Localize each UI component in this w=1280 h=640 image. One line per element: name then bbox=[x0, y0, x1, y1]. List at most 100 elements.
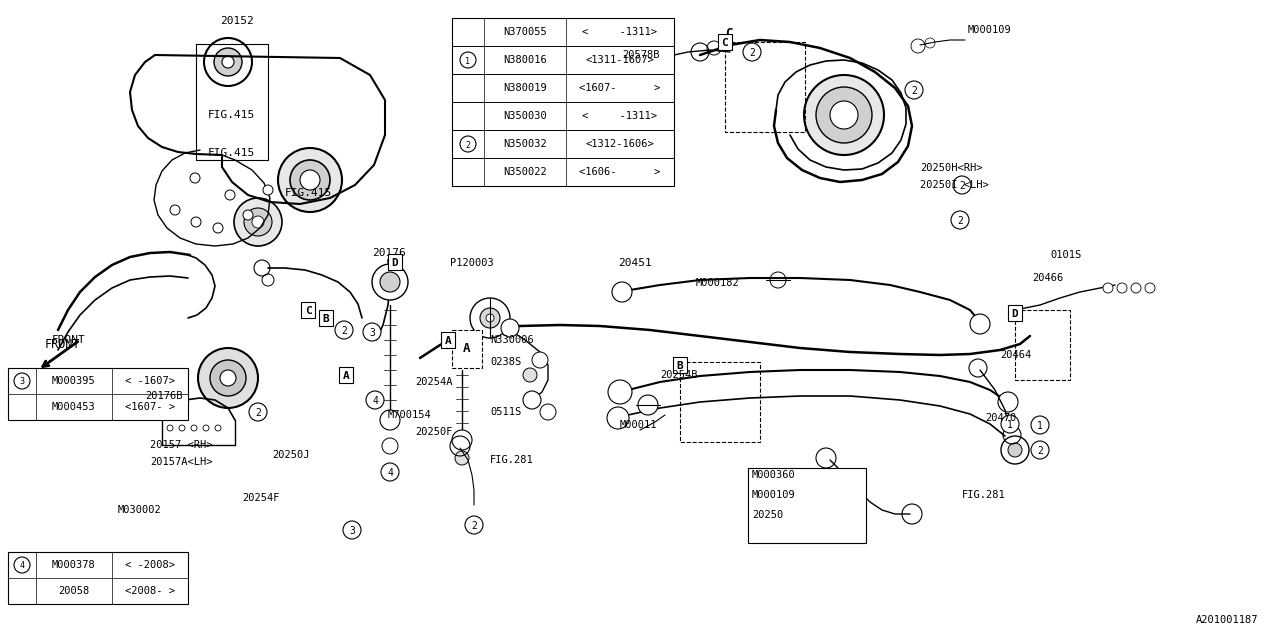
Text: A: A bbox=[343, 371, 349, 381]
Circle shape bbox=[480, 308, 500, 328]
Circle shape bbox=[817, 87, 872, 143]
Text: N380016: N380016 bbox=[503, 55, 547, 65]
Circle shape bbox=[189, 173, 200, 183]
Circle shape bbox=[214, 48, 242, 76]
Circle shape bbox=[191, 425, 197, 431]
Text: B: B bbox=[677, 361, 684, 371]
Bar bbox=[1009, 305, 1021, 321]
Text: 20464: 20464 bbox=[1000, 350, 1032, 360]
Circle shape bbox=[524, 391, 541, 409]
Text: 3: 3 bbox=[19, 378, 24, 387]
Circle shape bbox=[210, 360, 246, 396]
Circle shape bbox=[1030, 441, 1050, 459]
Circle shape bbox=[1030, 416, 1050, 434]
Text: N350032: N350032 bbox=[503, 139, 547, 149]
Text: 4: 4 bbox=[387, 468, 393, 478]
Bar bbox=[452, 18, 675, 186]
Circle shape bbox=[243, 210, 253, 220]
Text: FRONT: FRONT bbox=[52, 335, 86, 345]
Text: M030002: M030002 bbox=[118, 505, 161, 515]
Text: D: D bbox=[1011, 309, 1019, 319]
Circle shape bbox=[250, 403, 268, 421]
Text: 1: 1 bbox=[1007, 420, 1012, 430]
Circle shape bbox=[637, 48, 662, 72]
Text: FIG.281: FIG.281 bbox=[963, 490, 1006, 500]
Bar bbox=[301, 302, 315, 318]
Circle shape bbox=[804, 75, 884, 155]
Circle shape bbox=[652, 48, 666, 62]
Circle shape bbox=[486, 314, 494, 322]
Circle shape bbox=[460, 136, 476, 152]
Text: M000109: M000109 bbox=[753, 490, 796, 500]
Bar bbox=[673, 357, 687, 373]
Text: M000360: M000360 bbox=[753, 470, 796, 480]
Text: 1: 1 bbox=[466, 56, 471, 65]
Text: 20254F: 20254F bbox=[242, 493, 279, 503]
Circle shape bbox=[225, 190, 236, 200]
Circle shape bbox=[335, 321, 353, 339]
Text: 3: 3 bbox=[369, 328, 375, 338]
Text: 20176B: 20176B bbox=[145, 391, 183, 401]
Circle shape bbox=[343, 521, 361, 539]
Circle shape bbox=[1001, 415, 1019, 433]
Circle shape bbox=[221, 56, 234, 68]
Text: 20152: 20152 bbox=[220, 16, 253, 26]
Text: <     -1311>: < -1311> bbox=[582, 111, 658, 121]
Ellipse shape bbox=[164, 392, 186, 404]
Bar bbox=[680, 362, 760, 442]
Text: B: B bbox=[323, 314, 329, 324]
Text: 20157A<LH>: 20157A<LH> bbox=[150, 457, 212, 467]
Text: A: A bbox=[444, 336, 452, 346]
Text: 20250F: 20250F bbox=[415, 427, 453, 437]
Text: FIG.281: FIG.281 bbox=[490, 455, 534, 465]
Circle shape bbox=[234, 198, 282, 246]
Circle shape bbox=[244, 208, 273, 236]
Text: A201001187: A201001187 bbox=[1196, 615, 1258, 625]
Circle shape bbox=[291, 160, 330, 200]
Text: 20157 <RH>: 20157 <RH> bbox=[150, 440, 212, 450]
Circle shape bbox=[170, 205, 180, 215]
Circle shape bbox=[380, 272, 399, 292]
Text: < -1607>: < -1607> bbox=[125, 376, 175, 386]
Circle shape bbox=[954, 176, 972, 194]
Bar bbox=[388, 254, 402, 270]
Circle shape bbox=[1146, 283, 1155, 293]
Bar bbox=[718, 34, 732, 50]
Text: 2: 2 bbox=[340, 326, 347, 336]
Text: <1607- >: <1607- > bbox=[125, 402, 175, 412]
Text: 20451: 20451 bbox=[618, 258, 652, 268]
Text: M00011: M00011 bbox=[620, 420, 658, 430]
Circle shape bbox=[460, 52, 476, 68]
Text: 2: 2 bbox=[466, 141, 471, 150]
Circle shape bbox=[532, 352, 548, 368]
Text: 4: 4 bbox=[372, 396, 378, 406]
Text: C: C bbox=[305, 306, 311, 316]
Text: 20470: 20470 bbox=[986, 413, 1016, 423]
Circle shape bbox=[608, 380, 632, 404]
Text: 0238S: 0238S bbox=[490, 357, 521, 367]
Bar bbox=[319, 310, 333, 326]
Circle shape bbox=[454, 451, 468, 465]
Circle shape bbox=[252, 216, 264, 228]
Text: 2: 2 bbox=[911, 86, 916, 96]
Circle shape bbox=[198, 348, 259, 408]
Circle shape bbox=[951, 211, 969, 229]
Text: N350022: N350022 bbox=[503, 167, 547, 177]
Text: 20250H<RH>: 20250H<RH> bbox=[920, 163, 983, 173]
Text: 20466: 20466 bbox=[1032, 273, 1064, 283]
Circle shape bbox=[191, 217, 201, 227]
Circle shape bbox=[215, 425, 221, 431]
Circle shape bbox=[452, 430, 472, 450]
Bar bbox=[724, 42, 805, 132]
Circle shape bbox=[166, 425, 173, 431]
Text: <2008- >: <2008- > bbox=[125, 586, 175, 596]
Circle shape bbox=[364, 323, 381, 341]
Circle shape bbox=[500, 319, 518, 337]
Circle shape bbox=[262, 185, 273, 195]
Text: 4: 4 bbox=[19, 561, 24, 570]
Text: C: C bbox=[724, 27, 732, 40]
Bar bbox=[8, 368, 188, 420]
Bar bbox=[442, 332, 454, 348]
Bar bbox=[339, 367, 353, 383]
Text: D: D bbox=[392, 258, 398, 268]
